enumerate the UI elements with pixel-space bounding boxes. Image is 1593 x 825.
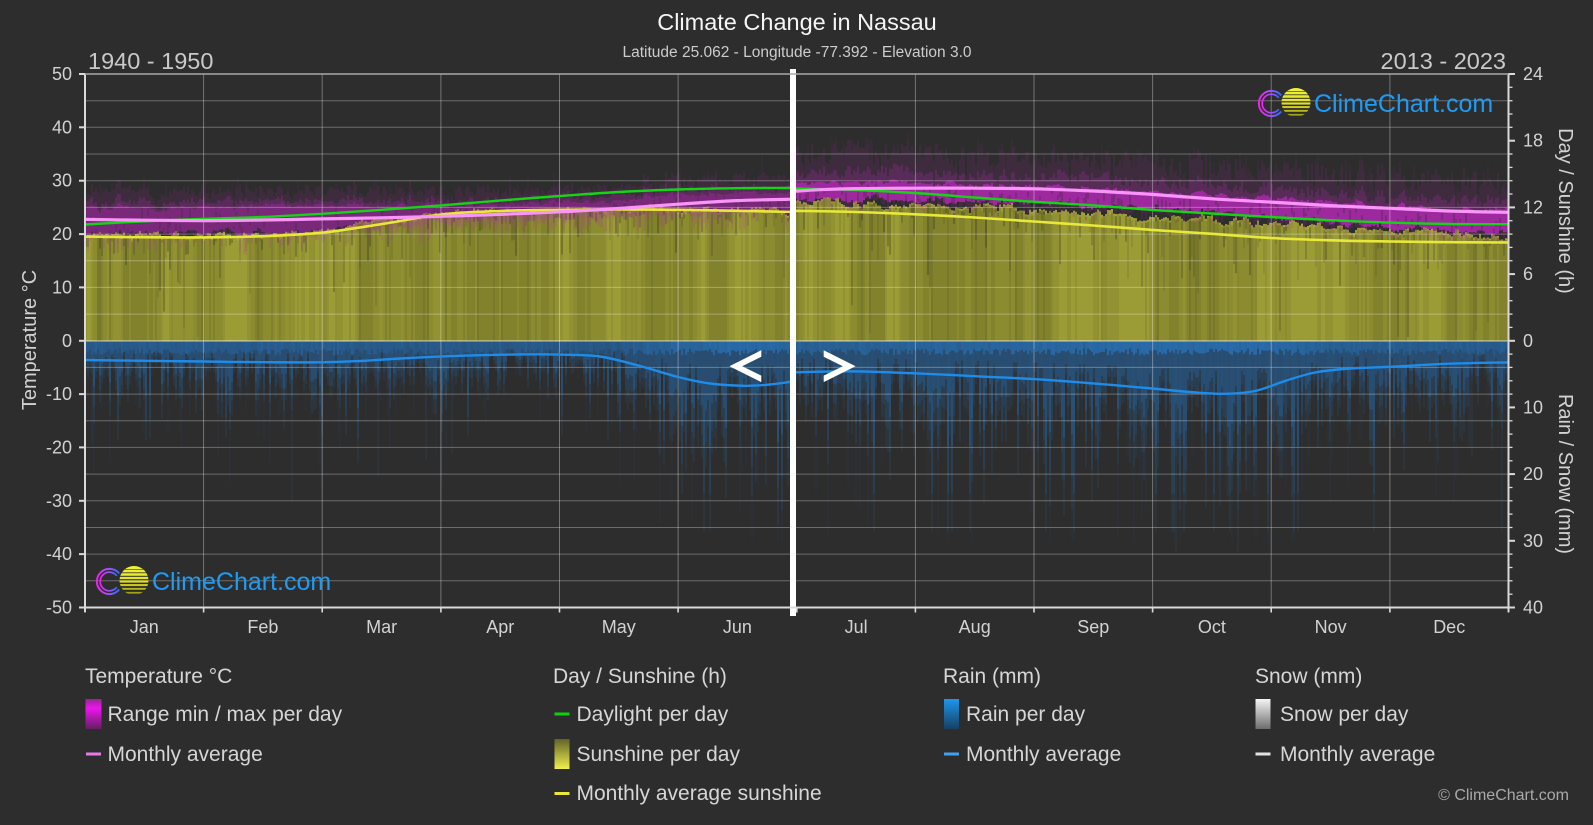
svg-text:Temperature °C: Temperature °C bbox=[19, 270, 41, 410]
svg-text:Monthly average: Monthly average bbox=[966, 743, 1121, 766]
svg-text:Climate Change in Nassau: Climate Change in Nassau bbox=[657, 9, 937, 35]
svg-text:0: 0 bbox=[1523, 331, 1533, 351]
svg-text:ClimeChart.com: ClimeChart.com bbox=[1314, 90, 1493, 118]
svg-text:Oct: Oct bbox=[1198, 617, 1226, 637]
svg-text:Rain per day: Rain per day bbox=[966, 703, 1086, 726]
svg-text:10: 10 bbox=[52, 277, 72, 297]
svg-text:ClimeChart.com: ClimeChart.com bbox=[152, 568, 331, 596]
svg-text:Temperature °C: Temperature °C bbox=[85, 665, 232, 688]
svg-text:Sep: Sep bbox=[1077, 617, 1109, 637]
svg-text:Dec: Dec bbox=[1433, 617, 1465, 637]
svg-text:Apr: Apr bbox=[486, 617, 514, 637]
svg-text:Monthly average: Monthly average bbox=[108, 743, 263, 766]
svg-text:-10: -10 bbox=[46, 384, 72, 404]
svg-text:12: 12 bbox=[1523, 197, 1543, 217]
svg-text:20: 20 bbox=[52, 224, 72, 244]
svg-text:24: 24 bbox=[1523, 64, 1543, 84]
svg-text:20: 20 bbox=[1523, 464, 1543, 484]
svg-text:Jan: Jan bbox=[130, 617, 159, 637]
svg-text:Feb: Feb bbox=[247, 617, 278, 637]
svg-text:40: 40 bbox=[52, 117, 72, 137]
svg-text:May: May bbox=[602, 617, 636, 637]
svg-text:10: 10 bbox=[1523, 397, 1543, 417]
svg-text:Day / Sunshine (h): Day / Sunshine (h) bbox=[1554, 128, 1576, 294]
svg-text:30: 30 bbox=[52, 171, 72, 191]
svg-text:-20: -20 bbox=[46, 437, 72, 457]
svg-text:Jul: Jul bbox=[845, 617, 868, 637]
svg-text:Nov: Nov bbox=[1315, 617, 1347, 637]
svg-text:Daylight per day: Daylight per day bbox=[577, 703, 729, 726]
svg-text:Mar: Mar bbox=[366, 617, 397, 637]
svg-text:-40: -40 bbox=[46, 544, 72, 564]
svg-text:Snow per day: Snow per day bbox=[1280, 703, 1409, 726]
svg-text:© ClimeChart.com: © ClimeChart.com bbox=[1438, 787, 1569, 804]
svg-text:Day / Sunshine (h): Day / Sunshine (h) bbox=[553, 665, 727, 688]
svg-text:6: 6 bbox=[1523, 264, 1533, 284]
svg-text:Latitude 25.062 - Longitude -7: Latitude 25.062 - Longitude -77.392 - El… bbox=[622, 44, 971, 61]
svg-text:Monthly average: Monthly average bbox=[1280, 743, 1435, 766]
svg-text:Monthly average sunshine: Monthly average sunshine bbox=[577, 782, 822, 805]
svg-text:50: 50 bbox=[52, 64, 72, 84]
svg-text:Rain (mm): Rain (mm) bbox=[943, 665, 1041, 688]
svg-text:40: 40 bbox=[1523, 598, 1543, 618]
svg-text:Range min / max per day: Range min / max per day bbox=[108, 703, 343, 726]
svg-text:18: 18 bbox=[1523, 131, 1543, 151]
svg-text:-50: -50 bbox=[46, 598, 72, 618]
svg-text:1940 - 1950: 1940 - 1950 bbox=[88, 48, 213, 74]
svg-text:-30: -30 bbox=[46, 491, 72, 511]
svg-text:Aug: Aug bbox=[959, 617, 991, 637]
svg-text:2013 - 2023: 2013 - 2023 bbox=[1381, 48, 1506, 74]
svg-text:0: 0 bbox=[62, 331, 72, 351]
svg-text:Snow (mm): Snow (mm) bbox=[1255, 665, 1362, 688]
svg-text:Jun: Jun bbox=[723, 617, 752, 637]
svg-text:Rain / Snow (mm): Rain / Snow (mm) bbox=[1554, 394, 1576, 554]
svg-text:Sunshine per day: Sunshine per day bbox=[577, 743, 741, 766]
svg-text:30: 30 bbox=[1523, 531, 1543, 551]
